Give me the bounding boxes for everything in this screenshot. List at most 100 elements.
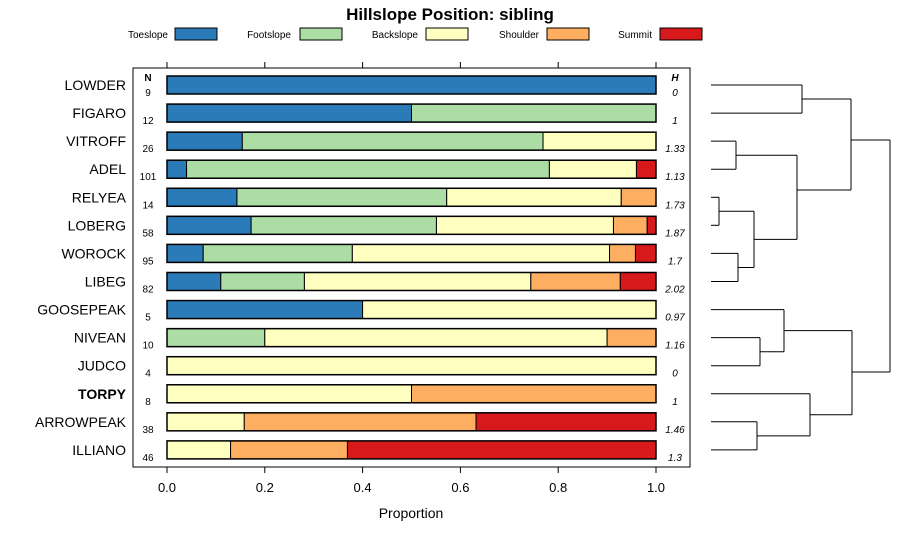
h-value-adel: 1.13 (665, 172, 685, 183)
legend-swatch-backslope (425, 27, 469, 41)
bar-figaro-footslope (411, 103, 657, 123)
h-value-lowder: 0 (672, 88, 678, 99)
h-value-relyea: 1.73 (665, 200, 685, 211)
bar-loberg-footslope (250, 215, 437, 235)
n-value-goosepeak: 5 (145, 313, 151, 324)
bar-outline-loberg (166, 215, 657, 236)
row-label-goosepeak: GOOSEPEAK (37, 302, 126, 318)
bar-libeg-shoulder (530, 271, 621, 291)
legend-swatch-footslope (299, 27, 343, 41)
bar-outline-arrowpeak (166, 412, 657, 432)
bar-outline-goosepeak (166, 299, 657, 320)
n-value-lowder: 9 (145, 88, 151, 99)
h-value-torpy: 1 (672, 397, 678, 408)
bar-judco-backslope (166, 356, 657, 376)
bar-outline-judco (166, 355, 657, 376)
bar-goosepeak-backslope (362, 300, 657, 320)
n-value-libeg: 82 (142, 284, 154, 295)
row-label-vitroff: VITROFF (66, 133, 126, 149)
n-value-figaro: 12 (142, 116, 154, 127)
bar-arrowpeak-backslope (166, 412, 245, 432)
bar-figaro-toeslope (166, 103, 412, 123)
legend-swatch-toeslope (174, 27, 218, 41)
h-header: H (671, 73, 679, 84)
bar-outline-relyea (166, 187, 657, 208)
row-label-figaro: FIGARO (72, 105, 126, 121)
bar-illiano-backslope (166, 440, 232, 460)
h-value-illiano: 1.3 (668, 453, 682, 464)
bar-torpy-backslope (166, 384, 412, 404)
bar-worock-footslope (202, 243, 353, 263)
bar-outline-adel (166, 159, 657, 179)
legend-label-toeslope: Toeslope (128, 30, 168, 41)
bar-arrowpeak-shoulder (243, 412, 477, 432)
bar-worock-toeslope (166, 243, 204, 263)
x-tick-label-3: 0.6 (451, 480, 469, 495)
n-value-relyea: 14 (142, 200, 154, 211)
bar-lowder-toeslope (166, 75, 657, 95)
bar-nivean-shoulder (606, 328, 657, 348)
legend-label-shoulder: Shoulder (499, 30, 540, 41)
legend: Toeslope Footslope Backslope Shoulder Summit (128, 27, 703, 41)
n-value-worock: 95 (142, 256, 154, 267)
bar-relyea-backslope (446, 187, 622, 207)
bar-relyea-shoulder (620, 187, 657, 207)
x-tick-label-2: 0.4 (354, 480, 372, 495)
plot-frame (132, 67, 691, 468)
n-value-adel: 101 (140, 172, 157, 183)
bar-libeg-summit (619, 271, 657, 291)
x-tick-label-4: 0.8 (549, 480, 567, 495)
legend-swatch-summit (659, 27, 703, 41)
h-value-figaro: 1 (672, 116, 678, 127)
h-value-judco: 0 (672, 369, 678, 380)
row-label-nivean: NIVEAN (74, 330, 126, 346)
x-tick-label-1: 0.2 (256, 480, 274, 495)
bar-vitroff-footslope (241, 131, 544, 151)
bar-adel-toeslope (166, 159, 188, 179)
bar-outline-worock (166, 243, 657, 264)
n-value-vitroff: 26 (142, 144, 154, 155)
row-label-torpy: TORPY (78, 386, 127, 402)
h-value-arrowpeak: 1.46 (665, 425, 685, 436)
row-label-loberg: LOBERG (68, 217, 126, 233)
row-label-judco: JUDCO (78, 358, 126, 374)
row-label-libeg: LIBEG (85, 273, 126, 289)
legend-label-backslope: Backslope (372, 30, 419, 41)
x-tick-label-0: 0.0 (158, 480, 176, 495)
bar-loberg-summit (646, 215, 657, 235)
bar-adel-summit (635, 159, 657, 179)
h-value-goosepeak: 0.97 (665, 313, 685, 324)
row-label-adel: ADEL (89, 161, 126, 177)
h-value-loberg: 1.87 (665, 228, 685, 239)
bar-outline-illiano (166, 440, 657, 460)
legend-swatch-shoulder (546, 27, 590, 41)
h-value-vitroff: 1.33 (665, 144, 685, 155)
bar-loberg-shoulder (612, 215, 648, 235)
n-value-judco: 4 (145, 369, 151, 380)
bar-vitroff-toeslope (166, 131, 243, 151)
n-value-arrowpeak: 38 (142, 425, 154, 436)
bar-relyea-footslope (236, 187, 448, 207)
h-value-worock: 1.7 (668, 256, 682, 267)
bar-outline-lowder (166, 75, 657, 95)
bar-outline-libeg (166, 271, 657, 292)
bar-libeg-toeslope (166, 271, 222, 291)
bar-arrowpeak-summit (475, 412, 657, 432)
n-value-nivean: 10 (142, 341, 154, 352)
bar-loberg-toeslope (166, 215, 252, 235)
bar-relyea-toeslope (166, 187, 238, 207)
row-label-arrowpeak: ARROWPEAK (35, 414, 127, 430)
x-axis: 0.0 0.2 0.4 0.6 0.8 1.0 (158, 62, 665, 495)
n-value-loberg: 58 (142, 228, 154, 239)
h-value-nivean: 1.16 (665, 341, 685, 352)
x-tick-label-5: 1.0 (647, 480, 665, 495)
bar-vitroff-backslope (542, 131, 657, 151)
bar-outline-torpy (166, 384, 657, 404)
legend-label-summit: Summit (618, 30, 652, 41)
dendrogram (711, 84, 891, 451)
legend-label-footslope: Footslope (247, 30, 291, 41)
bar-libeg-footslope (220, 271, 305, 291)
n-value-illiano: 46 (142, 453, 154, 464)
bar-adel-backslope (548, 159, 637, 179)
